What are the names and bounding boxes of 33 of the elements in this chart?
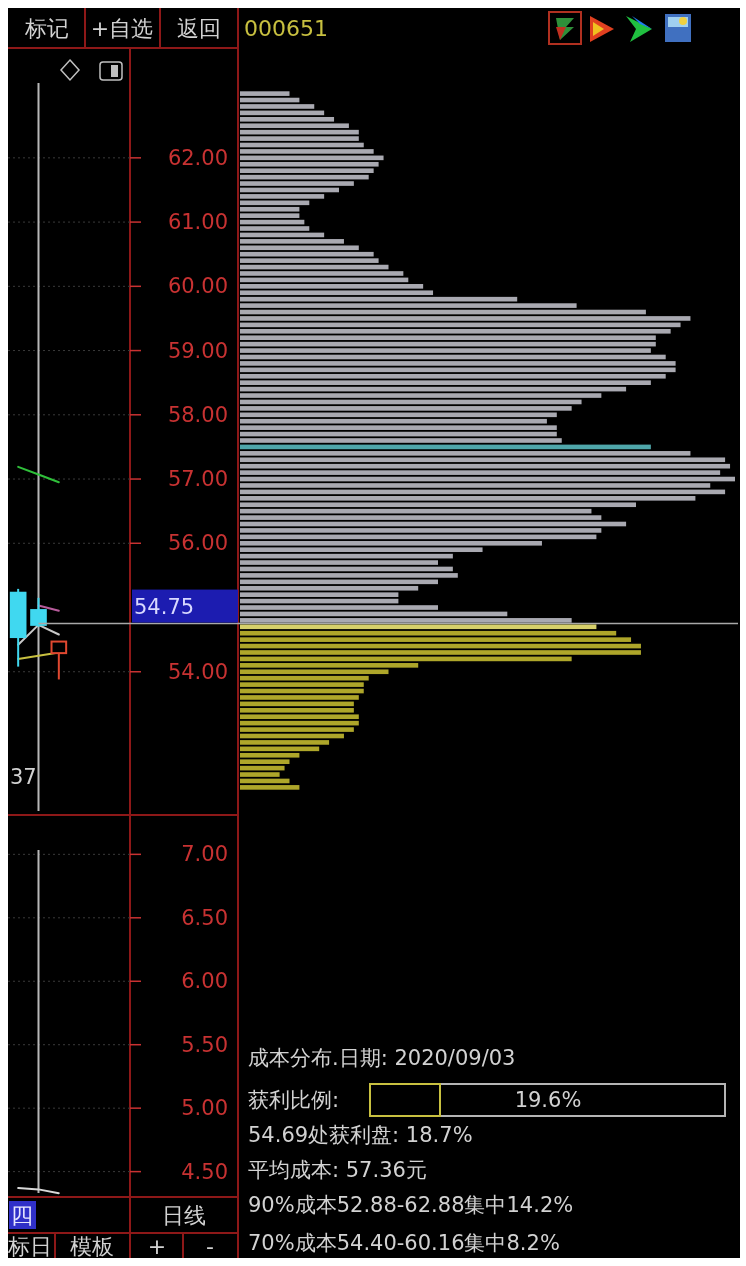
text: 标记 bbox=[24, 15, 69, 41]
y-tick-label: 59.00 bbox=[167, 338, 228, 363]
y-tick-label: 60.00 bbox=[167, 274, 228, 299]
text: + bbox=[147, 1233, 167, 1259]
y-tick-label: 5.50 bbox=[181, 1032, 228, 1057]
text: 模板 bbox=[70, 1233, 114, 1259]
text: 90%成本52.88-62.88集中14.2% bbox=[248, 1193, 574, 1217]
y-tick-label: 6.00 bbox=[181, 969, 228, 994]
y-tick-label: 57.00 bbox=[167, 467, 228, 492]
y-tick-label: 56.00 bbox=[167, 531, 228, 556]
y-tick-label: 54.00 bbox=[167, 659, 228, 684]
y-tick-label: 7.00 bbox=[181, 842, 228, 867]
y-tick-label: 4.50 bbox=[181, 1159, 228, 1184]
y-tick-label: 62.00 bbox=[167, 145, 228, 170]
y-tick-label: 6.50 bbox=[181, 905, 228, 930]
text: - bbox=[206, 1233, 214, 1259]
y-tick-label: 5.00 bbox=[181, 1096, 228, 1121]
text: 平均成本: 57.36元 bbox=[248, 1158, 427, 1182]
ref-line-label: 54.75 bbox=[134, 594, 195, 619]
text: 成本分布.日期: 2020/09/03 bbox=[248, 1046, 516, 1070]
text: 70%成本54.40-60.16集中8.2% bbox=[248, 1231, 560, 1255]
y-tick-label: 61.00 bbox=[167, 210, 228, 235]
text: 返回 bbox=[177, 15, 221, 41]
text: 日线 bbox=[162, 1202, 206, 1228]
chart-title: 000651 bbox=[244, 15, 328, 41]
text: +自选 bbox=[90, 15, 154, 41]
text: 标日 bbox=[7, 1233, 52, 1259]
y-tick-label: 58.00 bbox=[167, 402, 228, 427]
text: 四 bbox=[11, 1202, 33, 1228]
text: 54.69处获利盘: 18.7% bbox=[248, 1123, 473, 1147]
text: 19.6% bbox=[514, 1088, 582, 1112]
annotation: 37 bbox=[10, 765, 37, 789]
text: 获利比例: bbox=[248, 1088, 340, 1112]
